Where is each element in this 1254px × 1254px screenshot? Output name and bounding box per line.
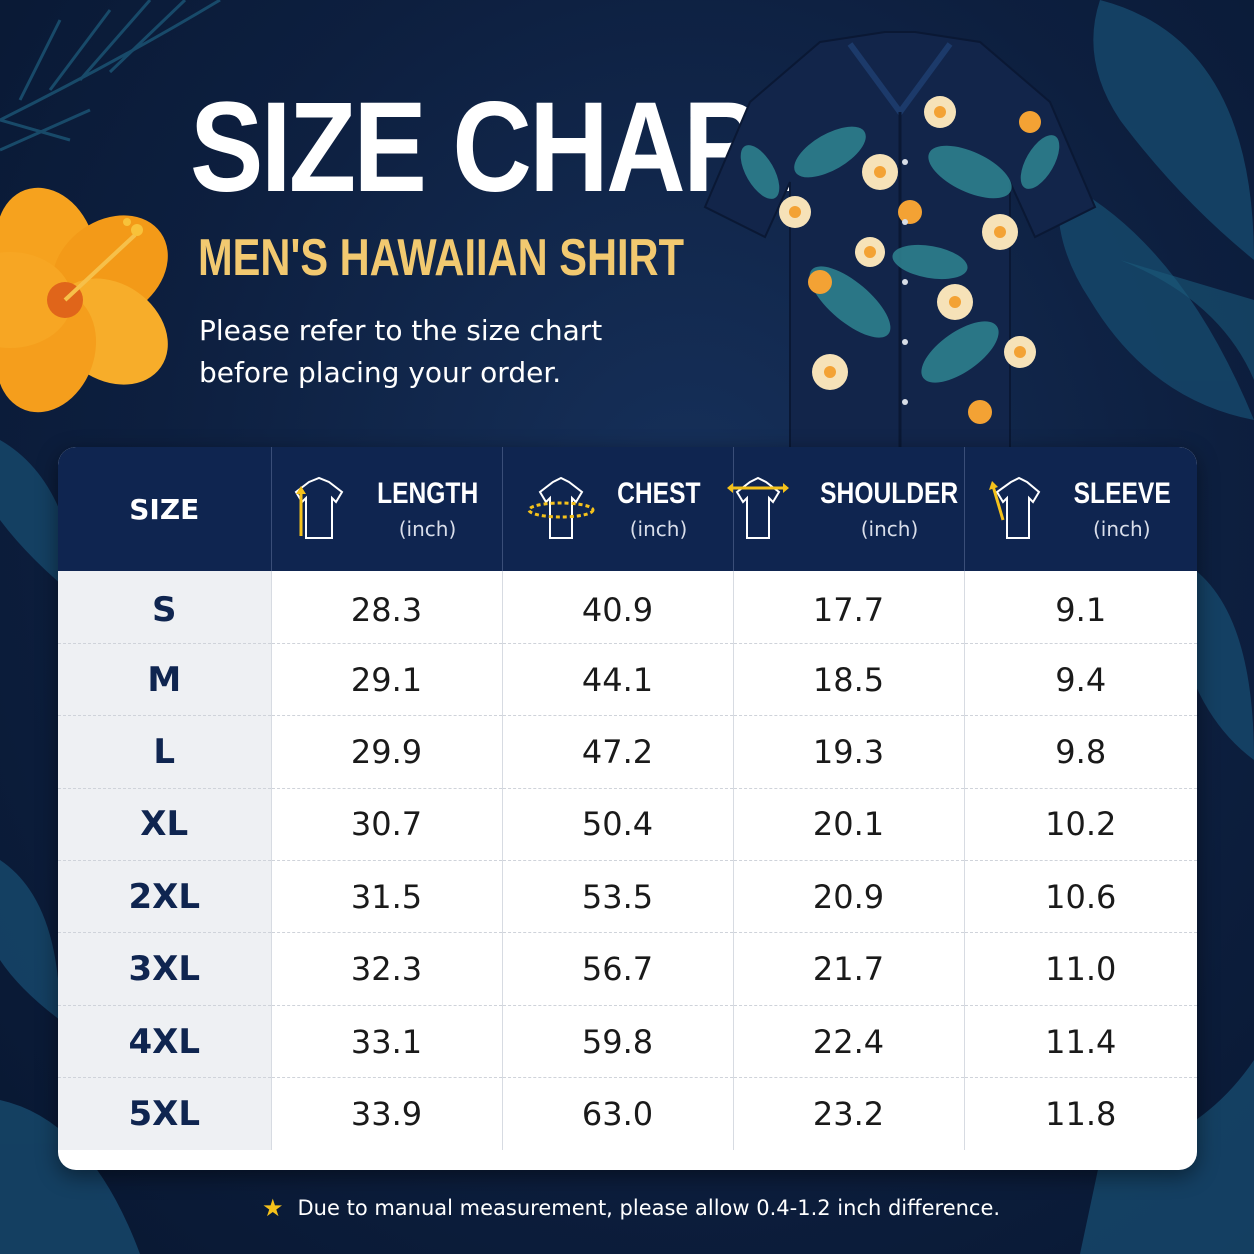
shoulder-cell: 20.1 xyxy=(733,788,965,862)
shoulder-cell: 22.4 xyxy=(733,1005,965,1079)
sleeve-cell: 11.4 xyxy=(964,1005,1197,1079)
size-cell: S xyxy=(58,571,272,644)
sleeve-cell: 9.4 xyxy=(964,643,1197,717)
size-cell: 4XL xyxy=(58,1005,272,1079)
length-cell: 29.9 xyxy=(271,715,503,789)
chest-cell: 59.8 xyxy=(502,1005,734,1079)
chest-column-header: CHEST (inch) xyxy=(502,447,734,571)
page-title: SIZE CHART xyxy=(190,76,827,219)
shoulder-column-unit: (inch) xyxy=(860,517,919,541)
size-cell: M xyxy=(58,643,272,717)
table-row: M 29.1 44.1 18.5 9.4 xyxy=(58,643,1197,717)
shoulder-column-header: SHOULDER (inch) xyxy=(727,447,965,571)
sleeve-measure-icon xyxy=(988,476,1040,539)
table-row: 5XL 33.9 63.0 23.2 11.8 xyxy=(58,1077,1197,1151)
hibiscus-flower-icon xyxy=(0,187,168,413)
chest-cell: 44.1 xyxy=(502,643,734,717)
sleeve-cell: 10.6 xyxy=(964,860,1197,934)
page-description: Please refer to the size chart before pl… xyxy=(199,314,603,389)
shoulder-cell: 18.5 xyxy=(733,643,965,717)
shoulder-measure-icon xyxy=(727,476,790,539)
sleeve-cell: 11.8 xyxy=(1045,1095,1117,1134)
length-cell: 30.7 xyxy=(271,788,503,862)
table-row: 4XL 33.1 59.8 22.4 11.4 xyxy=(58,1005,1197,1079)
chest-cell: 63.0 xyxy=(502,1077,734,1151)
shoulder-cell: 23.2 xyxy=(733,1077,965,1151)
shoulder-cell: 19.3 xyxy=(733,715,965,789)
measurement-footnote: ★ Due to manual measurement, please allo… xyxy=(262,1192,1000,1224)
shoulder-cell: 21.7 xyxy=(733,932,965,1006)
length-cell: 32.3 xyxy=(271,932,503,1006)
sleeve-cell: 10.2 xyxy=(964,788,1197,862)
table-row: L 29.9 47.2 19.3 9.8 xyxy=(58,715,1197,789)
chest-cell: 47.2 xyxy=(502,715,734,789)
chest-cell: 53.5 xyxy=(502,860,734,934)
size-chart-table: SIZE LENGTH (inch) xyxy=(58,447,1197,1170)
size-cell: XL xyxy=(58,788,272,862)
sleeve-column-label: SLEEVE xyxy=(1073,477,1171,510)
sleeve-column-header: SLEEVE (inch) xyxy=(964,447,1197,571)
length-column-label: LENGTH xyxy=(376,477,479,510)
size-cell: 5XL xyxy=(58,1077,272,1151)
chest-cell: 50.4 xyxy=(502,788,734,862)
table-row: XL 30.7 50.4 20.1 10.2 xyxy=(58,788,1197,862)
size-cell: 2XL xyxy=(58,860,272,934)
shoulder-cell: 20.9 xyxy=(733,860,965,934)
chest-cell: 40.9 xyxy=(502,571,734,644)
length-column-header: LENGTH (inch) xyxy=(271,447,503,571)
length-cell: 33.9 xyxy=(271,1077,503,1151)
chest-cell: 56.7 xyxy=(502,932,734,1006)
table-row: 3XL 32.3 56.7 21.7 11.0 xyxy=(58,932,1197,1006)
sleeve-cell: 9.8 xyxy=(964,715,1197,789)
sleeve-cell: 11.0 xyxy=(964,932,1197,1006)
size-cell: 3XL xyxy=(58,932,272,1006)
table-header-row: SIZE LENGTH (inch) xyxy=(58,447,1197,571)
sleeve-column-unit: (inch) xyxy=(1092,517,1151,541)
table-row: S 28.3 40.9 17.7 9.1 xyxy=(58,571,1197,644)
footnote-text: Due to manual measurement, please allow … xyxy=(297,1196,1001,1220)
length-column-unit: (inch) xyxy=(398,517,457,541)
length-cell: 33.1 xyxy=(271,1005,503,1079)
length-cell: 28.3 xyxy=(271,571,503,644)
size-cell: L xyxy=(58,715,272,789)
length-measure-icon xyxy=(294,476,344,539)
star-icon: ★ xyxy=(262,1194,284,1222)
shoulder-cell: 17.7 xyxy=(733,571,965,644)
shoulder-column-label: SHOULDER xyxy=(820,477,959,510)
hawaiian-shirt-image xyxy=(703,31,1097,452)
chest-column-label: CHEST xyxy=(616,477,701,510)
chest-measure-icon xyxy=(527,476,595,539)
length-cell: 31.5 xyxy=(271,860,503,934)
length-cell: 29.1 xyxy=(271,643,503,717)
sleeve-cell: 9.1 xyxy=(964,571,1197,644)
table-row: 2XL 31.5 53.5 20.9 10.6 xyxy=(58,860,1197,934)
chest-column-unit: (inch) xyxy=(629,517,688,541)
page-subtitle: MEN'S HAWAIIAN SHIRT xyxy=(198,229,684,287)
size-column-header: SIZE xyxy=(58,447,272,571)
